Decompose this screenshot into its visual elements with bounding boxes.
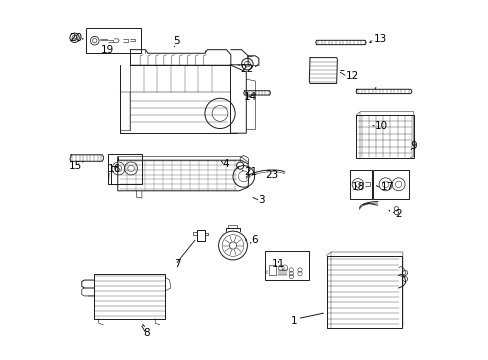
Bar <box>349 170 371 199</box>
Text: 12: 12 <box>346 71 359 81</box>
Text: 22: 22 <box>240 64 253 74</box>
Bar <box>265 251 308 280</box>
Text: 15: 15 <box>68 161 82 171</box>
Bar <box>108 154 141 184</box>
Text: 11: 11 <box>271 258 285 269</box>
Text: 21: 21 <box>244 167 257 177</box>
Text: 20: 20 <box>69 33 82 43</box>
Text: 5: 5 <box>172 36 179 46</box>
Text: 10: 10 <box>374 121 387 131</box>
Text: 16: 16 <box>107 164 121 174</box>
Text: 4: 4 <box>222 159 228 169</box>
Text: 23: 23 <box>265 170 278 180</box>
Bar <box>197 230 204 241</box>
Bar <box>94 274 165 319</box>
Text: 17: 17 <box>380 182 393 192</box>
Text: 2: 2 <box>395 209 402 219</box>
Text: 3: 3 <box>258 195 264 205</box>
Text: 1: 1 <box>290 316 297 326</box>
Bar <box>355 115 413 158</box>
Text: 7: 7 <box>174 258 181 269</box>
Text: 18: 18 <box>351 182 364 192</box>
Text: 19: 19 <box>100 45 113 55</box>
Text: 14: 14 <box>244 92 257 102</box>
Bar <box>268 265 276 275</box>
Bar <box>326 256 401 328</box>
Text: 9: 9 <box>409 141 416 151</box>
Text: 8: 8 <box>143 328 150 338</box>
Bar <box>373 170 408 199</box>
Bar <box>86 28 141 53</box>
Text: 6: 6 <box>251 235 258 246</box>
Text: 13: 13 <box>373 34 386 44</box>
